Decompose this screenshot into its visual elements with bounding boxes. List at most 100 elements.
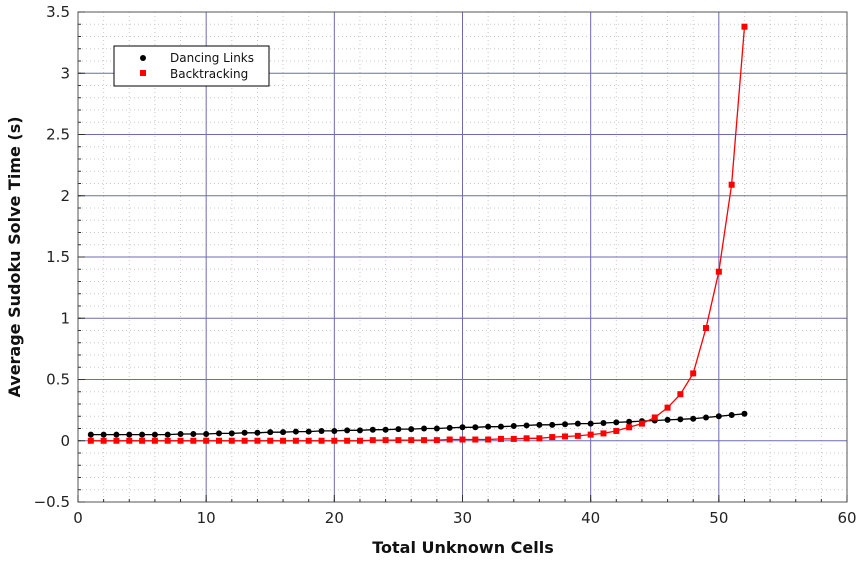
- data-point-backtracking: [100, 437, 107, 444]
- data-point-backtracking: [549, 434, 556, 441]
- data-point-dancing-links: [164, 431, 171, 438]
- data-point-backtracking: [254, 437, 261, 444]
- data-point-backtracking: [280, 437, 287, 444]
- x-tick-labels: 0 10 20 30 40 50 60: [73, 509, 856, 527]
- data-point-backtracking: [690, 370, 697, 377]
- y-tick-label: 0: [60, 432, 70, 450]
- x-tick-label: 0: [73, 509, 83, 527]
- series-line-dancing-links: [90, 413, 745, 436]
- data-point-dancing-links: [523, 422, 530, 429]
- data-point-dancing-links: [600, 419, 607, 426]
- data-point-dancing-links: [369, 426, 376, 433]
- x-tick-label: 30: [453, 509, 472, 527]
- x-tick-label: 10: [197, 509, 216, 527]
- data-point-backtracking: [485, 436, 492, 443]
- data-point-dancing-links: [241, 429, 248, 436]
- data-point-dancing-links: [254, 429, 261, 436]
- data-point-dancing-links: [472, 424, 479, 431]
- data-point-dancing-links: [613, 419, 620, 426]
- data-point-backtracking: [139, 437, 146, 444]
- data-point-dancing-links: [126, 431, 133, 438]
- data-point-dancing-links: [87, 431, 94, 438]
- data-point-backtracking: [382, 437, 389, 444]
- data-point-dancing-links: [459, 424, 466, 431]
- legend: Dancing Links Backtracking: [113, 45, 270, 87]
- y-tick-label: 2: [60, 187, 70, 205]
- data-point-dancing-links: [497, 423, 504, 430]
- y-tick-label: 2.5: [46, 126, 70, 144]
- data-point-dancing-links: [728, 412, 735, 419]
- data-point-dancing-links: [562, 421, 569, 428]
- data-point-backtracking: [613, 427, 620, 434]
- data-point-dancing-links: [331, 427, 338, 434]
- y-tick-label: 1: [60, 309, 70, 327]
- data-point-dancing-links: [446, 424, 453, 431]
- data-point-backtracking: [318, 437, 325, 444]
- data-point-backtracking: [190, 437, 197, 444]
- data-point-dancing-links: [510, 423, 517, 430]
- data-point-backtracking: [164, 437, 171, 444]
- data-point-dancing-links: [485, 423, 492, 430]
- data-point-dancing-links: [113, 431, 120, 438]
- data-point-backtracking: [203, 437, 210, 444]
- data-point-dancing-links: [228, 430, 235, 437]
- data-point-dancing-links: [395, 426, 402, 433]
- data-point-backtracking: [344, 437, 351, 444]
- data-point-backtracking: [562, 433, 569, 440]
- x-tick-label: 20: [325, 509, 344, 527]
- data-point-dancing-links: [677, 416, 684, 423]
- data-point-dancing-links: [177, 431, 184, 438]
- data-point-backtracking: [626, 424, 633, 431]
- data-point-backtracking: [459, 436, 466, 443]
- y-tick-label: 0.5: [46, 371, 70, 389]
- data-point-backtracking: [587, 431, 594, 438]
- data-point-dancing-links: [139, 431, 146, 438]
- data-point-dancing-links: [536, 421, 543, 428]
- x-tick-label: 50: [709, 509, 728, 527]
- data-point-backtracking: [715, 268, 722, 275]
- data-point-backtracking: [395, 437, 402, 444]
- data-point-backtracking: [433, 437, 440, 444]
- data-point-dancing-links: [408, 426, 415, 433]
- data-point-backtracking: [523, 435, 530, 442]
- data-point-dancing-links: [190, 431, 197, 438]
- data-point-backtracking: [421, 437, 428, 444]
- data-point-dancing-links: [344, 427, 351, 434]
- y-tick-label: 1.5: [46, 248, 70, 266]
- y-tick-label: 3.5: [46, 3, 70, 21]
- data-point-dancing-links: [151, 431, 158, 438]
- data-point-dancing-links: [703, 414, 710, 421]
- data-point-backtracking: [241, 437, 248, 444]
- data-point-dancing-links: [715, 413, 722, 420]
- data-point-backtracking: [87, 437, 94, 444]
- data-point-backtracking: [151, 437, 158, 444]
- data-point-backtracking: [677, 391, 684, 398]
- y-tick-labels: −0.5 0 0.5 1 1.5 2 2.5 3 3.5: [34, 3, 70, 511]
- data-point-backtracking: [510, 435, 517, 442]
- series-layer: [87, 23, 748, 444]
- data-point-dancing-links: [356, 427, 363, 434]
- data-point-backtracking: [651, 414, 658, 421]
- data-point-backtracking: [113, 437, 120, 444]
- data-point-dancing-links: [305, 428, 312, 435]
- data-point-dancing-links: [690, 415, 697, 422]
- legend-box: [113, 45, 270, 87]
- data-point-backtracking: [292, 437, 299, 444]
- data-point-dancing-links: [382, 426, 389, 433]
- data-point-dancing-links: [626, 418, 633, 425]
- data-point-backtracking: [703, 325, 710, 332]
- data-point-backtracking: [305, 437, 312, 444]
- data-point-dancing-links: [100, 431, 107, 438]
- data-point-backtracking: [356, 437, 363, 444]
- data-point-backtracking: [664, 404, 671, 411]
- data-point-backtracking: [446, 436, 453, 443]
- data-point-backtracking: [408, 437, 415, 444]
- legend-label-dancing-links: Dancing Links: [170, 51, 254, 65]
- data-point-dancing-links: [203, 431, 210, 438]
- data-point-backtracking: [177, 437, 184, 444]
- legend-marker-backtracking: [140, 70, 146, 76]
- data-point-dancing-links: [741, 410, 748, 417]
- data-point-backtracking: [574, 432, 581, 439]
